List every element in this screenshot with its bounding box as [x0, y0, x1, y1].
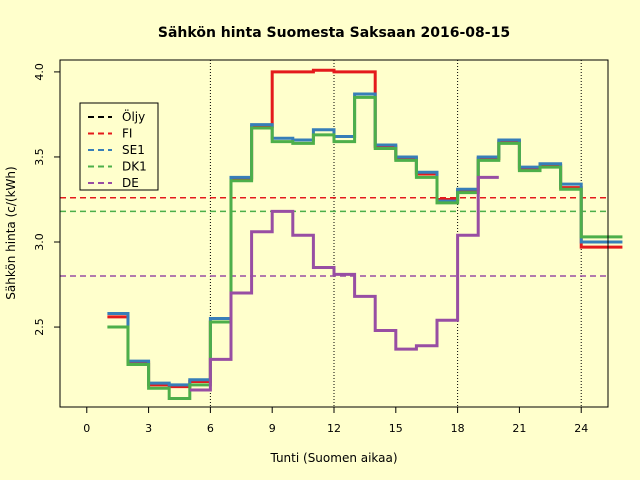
x-tick-label-15: 15	[389, 422, 403, 435]
legend: Öljy FI SE1 DK1 DE	[79, 102, 159, 191]
series-se1-line	[107, 92, 623, 387]
legend-label-fi: FI	[122, 127, 132, 141]
legend-label-dk1: DK1	[122, 160, 147, 174]
chart-title: Sähkön hinta Suomesta Saksaan 2016-08-15	[158, 25, 510, 41]
x-tick-label-21: 21	[512, 422, 526, 435]
series-dk1-line	[107, 95, 623, 400]
x-tick-label-0: 0	[83, 422, 90, 435]
y-tick-label-2: 3.5	[33, 148, 46, 166]
vertical-gridlines	[209, 60, 582, 407]
y-axis: 2.5 3.0 3.5 4.0	[33, 63, 61, 336]
x-tick-label-24: 24	[574, 422, 588, 435]
x-tick-label-18: 18	[451, 422, 465, 435]
legend-label-de: DE	[122, 176, 139, 190]
x-tick-label-12: 12	[327, 422, 341, 435]
x-axis-label: Tunti (Suomen aikaa)	[269, 451, 397, 465]
x-tick-label-6: 6	[207, 422, 214, 435]
x-tick-label-3: 3	[145, 422, 152, 435]
y-tick-label-1: 3.0	[33, 233, 46, 251]
x-tick-label-9: 9	[269, 422, 276, 435]
x-axis: 0 3 6 9 12 15 18 21 24	[83, 406, 588, 435]
series-de-line	[189, 175, 499, 392]
reference-lines	[60, 197, 608, 277]
y-axis-label: Sähkön hinta (c/(kWh)	[4, 166, 18, 299]
legend-label-se1: SE1	[122, 143, 145, 157]
series-fi-line	[107, 68, 623, 389]
legend-label-öljy: Öljy	[122, 108, 145, 124]
y-tick-label-0: 2.5	[33, 318, 46, 336]
y-tick-label-3: 4.0	[33, 63, 46, 81]
series-lines	[107, 68, 623, 400]
